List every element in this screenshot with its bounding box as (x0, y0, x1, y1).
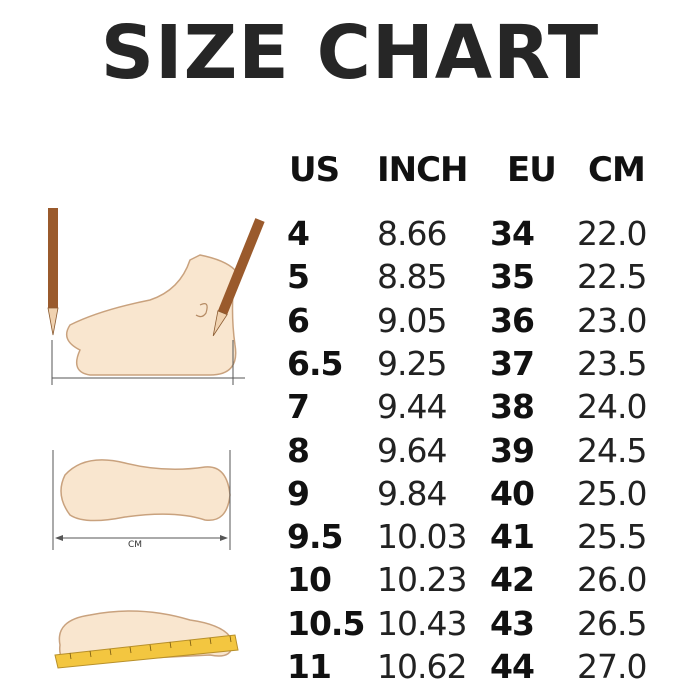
foot-side-view-illustration (47, 208, 265, 385)
cell-inch: 9.44 (377, 387, 447, 427)
cell-cm: 22.5 (577, 257, 647, 297)
cell-eu: 38 (490, 387, 535, 427)
cell-us: 10.5 (287, 603, 365, 643)
cell-eu: 39 (490, 430, 535, 470)
cell-us: 7 (287, 387, 310, 427)
cell-cm: 24.0 (577, 387, 647, 427)
cell-eu: 36 (490, 300, 535, 340)
cell-inch: 8.85 (377, 257, 447, 297)
cell-cm: 26.5 (577, 603, 647, 643)
cell-us: 5 (287, 257, 310, 297)
cell-inch: 10.03 (377, 517, 467, 557)
cell-inch: 9.64 (377, 430, 447, 470)
cell-us: 8 (287, 430, 310, 470)
cell-inch: 10.43 (377, 603, 467, 643)
column-header-us: US (289, 150, 340, 190)
page-title: SIZE CHART (100, 10, 600, 96)
foot-on-ruler-illustration (54, 610, 239, 669)
cell-eu: 34 (490, 214, 535, 253)
cell-cm: 26.0 (577, 560, 647, 600)
cell-eu: 37 (490, 343, 535, 383)
foot-top-view-illustration (52, 450, 231, 550)
cell-inch: 10.23 (377, 560, 467, 600)
cell-cm: 25.0 (577, 473, 647, 513)
cell-inch: 9.05 (377, 300, 447, 340)
cell-inch: 9.25 (377, 343, 447, 383)
cell-eu: 35 (490, 257, 535, 297)
cell-us: 6 (287, 300, 310, 340)
cell-cm: 23.0 (577, 300, 647, 340)
cell-eu: 43 (490, 603, 535, 643)
column-header-eu: EU (507, 150, 557, 190)
cell-cm: 24.5 (577, 430, 647, 470)
cell-inch: 9.84 (377, 473, 447, 513)
column-header-inch: INCH (377, 150, 469, 190)
cell-us: 9.5 (287, 517, 343, 557)
column-header-cm: CM (588, 150, 646, 190)
cell-us: 6.5 (287, 343, 343, 383)
cell-us: 11 (287, 647, 332, 686)
cell-cm: 25.5 (577, 517, 647, 557)
cell-cm: 27.0 (577, 647, 647, 686)
cell-eu: 40 (490, 473, 535, 513)
cell-eu: 42 (490, 560, 535, 600)
cell-cm: 23.5 (577, 343, 647, 383)
cell-cm: 22.0 (577, 214, 647, 253)
sole-measure-label: CM (128, 540, 143, 550)
cell-inch: 8.66 (377, 214, 447, 253)
cell-us: 10 (287, 560, 332, 600)
cell-inch: 10.62 (377, 647, 467, 686)
cell-us: 4 (287, 214, 310, 253)
cell-eu: 41 (490, 517, 535, 557)
cell-eu: 44 (490, 647, 535, 686)
cell-us: 9 (287, 473, 310, 513)
